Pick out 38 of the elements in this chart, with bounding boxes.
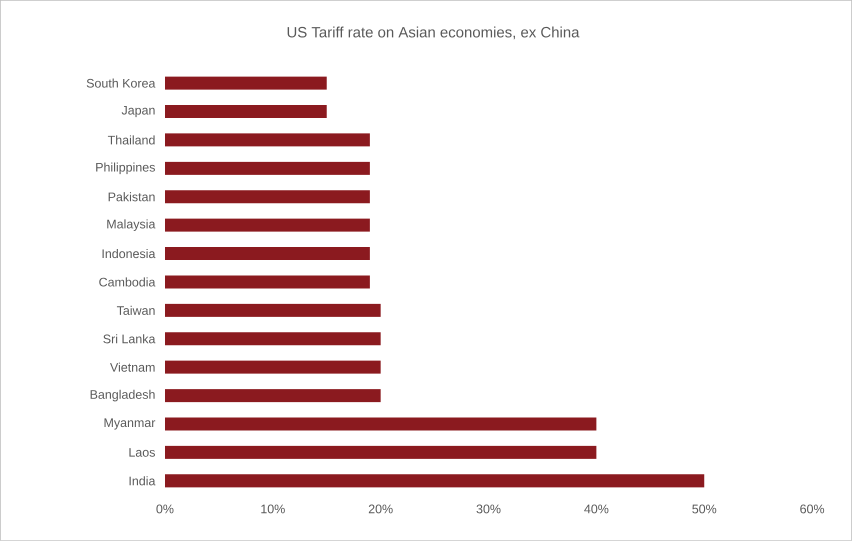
y-tick-label: Malaysia bbox=[107, 219, 156, 231]
x-tick-label: 10% bbox=[261, 504, 285, 514]
bar bbox=[164, 304, 381, 317]
bar bbox=[164, 218, 370, 232]
bar bbox=[164, 418, 596, 431]
x-tick-label: 30% bbox=[476, 504, 501, 514]
y-tick-label: Vietnam bbox=[110, 362, 155, 372]
bar bbox=[164, 105, 327, 118]
y-tick-label: India bbox=[130, 476, 156, 486]
y-tick-label: Laos bbox=[129, 448, 155, 457]
bar bbox=[164, 190, 370, 204]
bar bbox=[164, 162, 370, 175]
x-tick-label: 60% bbox=[800, 504, 824, 514]
bar bbox=[164, 446, 596, 459]
y-tick-label: Philippines bbox=[96, 162, 155, 174]
y-tick-label: Thailand bbox=[108, 135, 155, 145]
bar bbox=[164, 247, 370, 260]
bar bbox=[164, 76, 327, 90]
bar bbox=[164, 332, 381, 346]
x-tick-label: 20% bbox=[368, 504, 393, 514]
y-tick-label: Indonesia bbox=[102, 249, 156, 258]
x-tick-label: 40% bbox=[584, 504, 608, 514]
y-tick-label: Cambodia bbox=[99, 277, 156, 287]
bar bbox=[164, 360, 381, 374]
bar bbox=[164, 389, 381, 402]
y-tick-label: Myanmar bbox=[104, 418, 156, 430]
bar bbox=[164, 275, 370, 288]
y-tick-label: Taiwan bbox=[116, 306, 155, 315]
x-tick-label: 50% bbox=[692, 504, 716, 514]
chart-title: US Tariff rate on Asian economies, ex China bbox=[288, 26, 580, 40]
y-tick-label: South Korea bbox=[86, 78, 156, 88]
y-tick-label: Pakistan bbox=[108, 192, 155, 202]
bar bbox=[164, 133, 370, 146]
y-tick-label: Japan bbox=[122, 106, 155, 118]
bar bbox=[164, 474, 704, 488]
y-tick-label: Sri Lanka bbox=[103, 334, 156, 344]
y-tick-label: Bangladesh bbox=[90, 390, 155, 402]
x-tick-label: 0% bbox=[156, 504, 174, 514]
